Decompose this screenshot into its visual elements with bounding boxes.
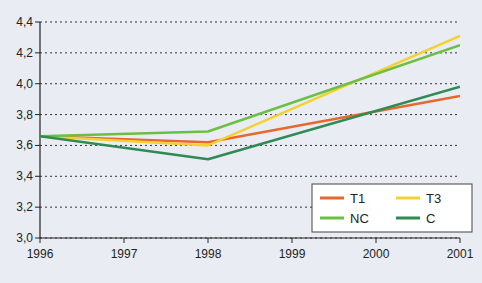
x-tick [40, 238, 41, 243]
x-tick-label: 1997 [111, 247, 138, 261]
x-tick [208, 238, 209, 243]
y-axis [39, 22, 40, 238]
legend-swatch [320, 197, 344, 200]
legend-label: T1 [350, 191, 365, 206]
grid-line [40, 52, 460, 53]
y-tick-label: 4,4 [16, 15, 33, 29]
x-tick-label: 1998 [195, 247, 222, 261]
x-tick-label: 2001 [447, 247, 474, 261]
x-tick-label: 1996 [27, 247, 54, 261]
y-tick-label: 3,6 [16, 138, 33, 152]
grid-line [40, 114, 460, 115]
series-line [40, 36, 460, 146]
grid-line [40, 22, 460, 23]
legend-swatch [396, 197, 420, 200]
legend-swatch [320, 217, 344, 220]
legend-label: C [426, 211, 435, 226]
grid-line [40, 176, 460, 177]
y-tick-label: 3,8 [16, 108, 33, 122]
legend-box [312, 184, 472, 232]
series-line [40, 45, 460, 136]
y-tick-label: 3,0 [16, 231, 33, 245]
y-tick-label: 4,0 [16, 77, 33, 91]
x-tick [460, 238, 461, 243]
background [0, 0, 482, 283]
y-tick-label: 3,2 [16, 200, 33, 214]
x-tick [292, 238, 293, 243]
y-tick [35, 207, 40, 208]
x-tick [124, 238, 125, 243]
y-tick [35, 52, 40, 53]
series-line [40, 87, 460, 160]
y-tick-label: 4,2 [16, 46, 33, 60]
x-tick [376, 238, 377, 243]
legend-swatch [396, 217, 420, 220]
y-tick [35, 83, 40, 84]
y-tick-label: 3,4 [16, 169, 33, 183]
legend-label: T3 [426, 191, 441, 206]
y-tick [35, 238, 40, 239]
y-tick [35, 145, 40, 146]
y-tick [35, 114, 40, 115]
grid-line [40, 83, 460, 84]
grid-line [40, 238, 460, 239]
y-tick [35, 176, 40, 177]
x-tick-label: 2000 [363, 247, 390, 261]
x-tick-label: 1999 [279, 247, 306, 261]
plot-area [40, 36, 460, 159]
y-tick [35, 22, 40, 23]
legend-label: NC [350, 211, 369, 226]
x-axis [40, 237, 460, 238]
